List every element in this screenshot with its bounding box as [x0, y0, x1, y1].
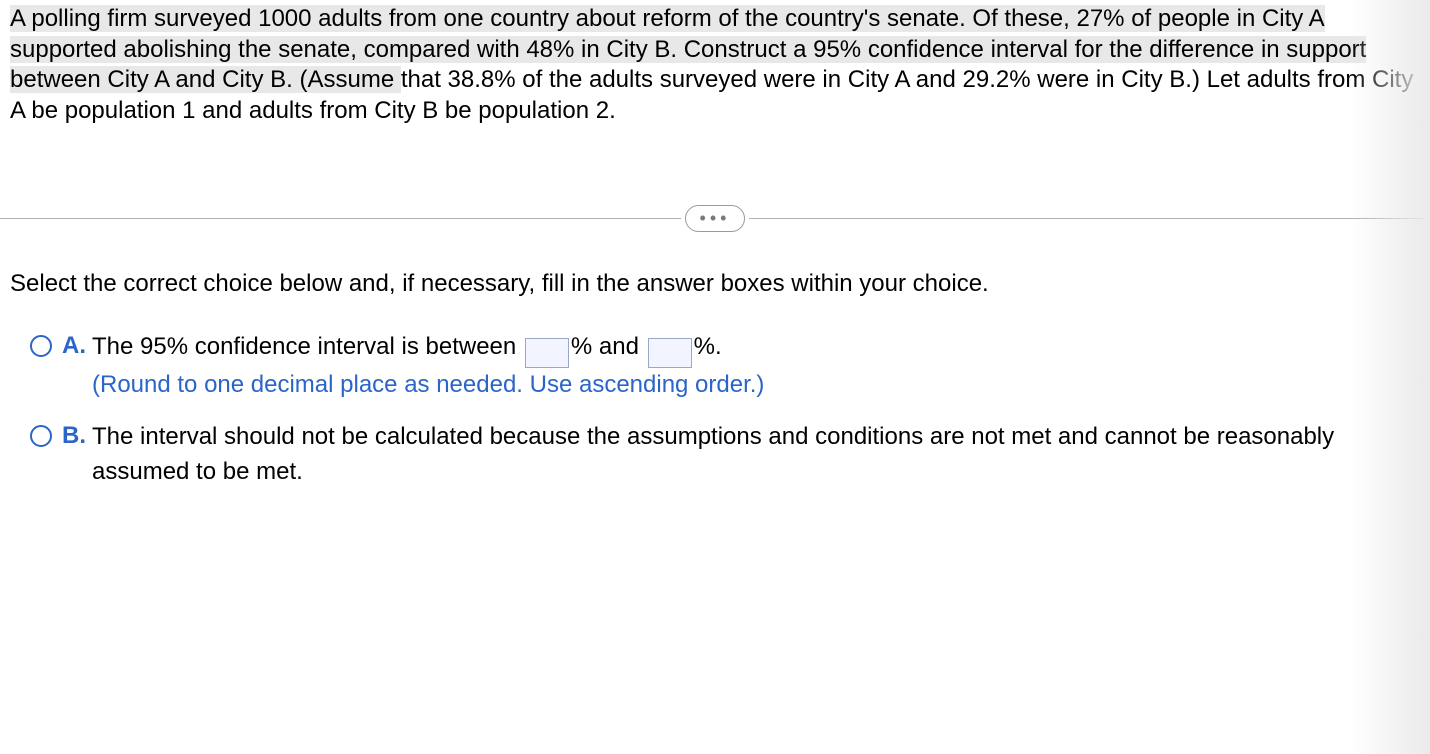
choice-b-letter: B. [52, 422, 88, 450]
answer-blank-1[interactable] [525, 338, 569, 368]
radio-b[interactable] [30, 425, 52, 447]
question-text: A polling firm surveyed 1000 adults from… [0, 0, 1430, 127]
question-seg1: A polling firm surveyed 1000 adults from… [10, 5, 1076, 32]
divider-line-right [749, 218, 1430, 219]
answer-blank-2[interactable] [648, 338, 692, 368]
choice-a-body: The 95% confidence interval is between %… [88, 330, 1420, 403]
divider-line-left [0, 218, 681, 219]
choices-container: A. The 95% confidence interval is betwee… [0, 330, 1430, 489]
expand-pill[interactable]: ••• [685, 205, 746, 232]
choice-a-hint: (Round to one decimal place as needed. U… [92, 371, 764, 398]
radio-a[interactable] [30, 335, 52, 357]
choice-a-text1: The 95% confidence interval is between [92, 333, 523, 360]
choice-b: B. The interval should not be calculated… [30, 420, 1420, 488]
choice-b-body: The interval should not be calculated be… [88, 420, 1420, 488]
prompt-text: Select the correct choice below and, if … [0, 270, 1430, 298]
choice-a-letter: A. [52, 332, 88, 360]
section-divider: ••• [0, 205, 1430, 232]
choice-a-text2: % and [571, 333, 646, 360]
choice-b-text: The interval should not be calculated be… [92, 423, 1334, 484]
choice-a-text3: %. [694, 333, 722, 360]
page-root: A polling firm surveyed 1000 adults from… [0, 0, 1430, 754]
question-seg3: 48% in City B. Construct a [526, 36, 813, 63]
choice-a: A. The 95% confidence interval is betwee… [30, 330, 1420, 403]
